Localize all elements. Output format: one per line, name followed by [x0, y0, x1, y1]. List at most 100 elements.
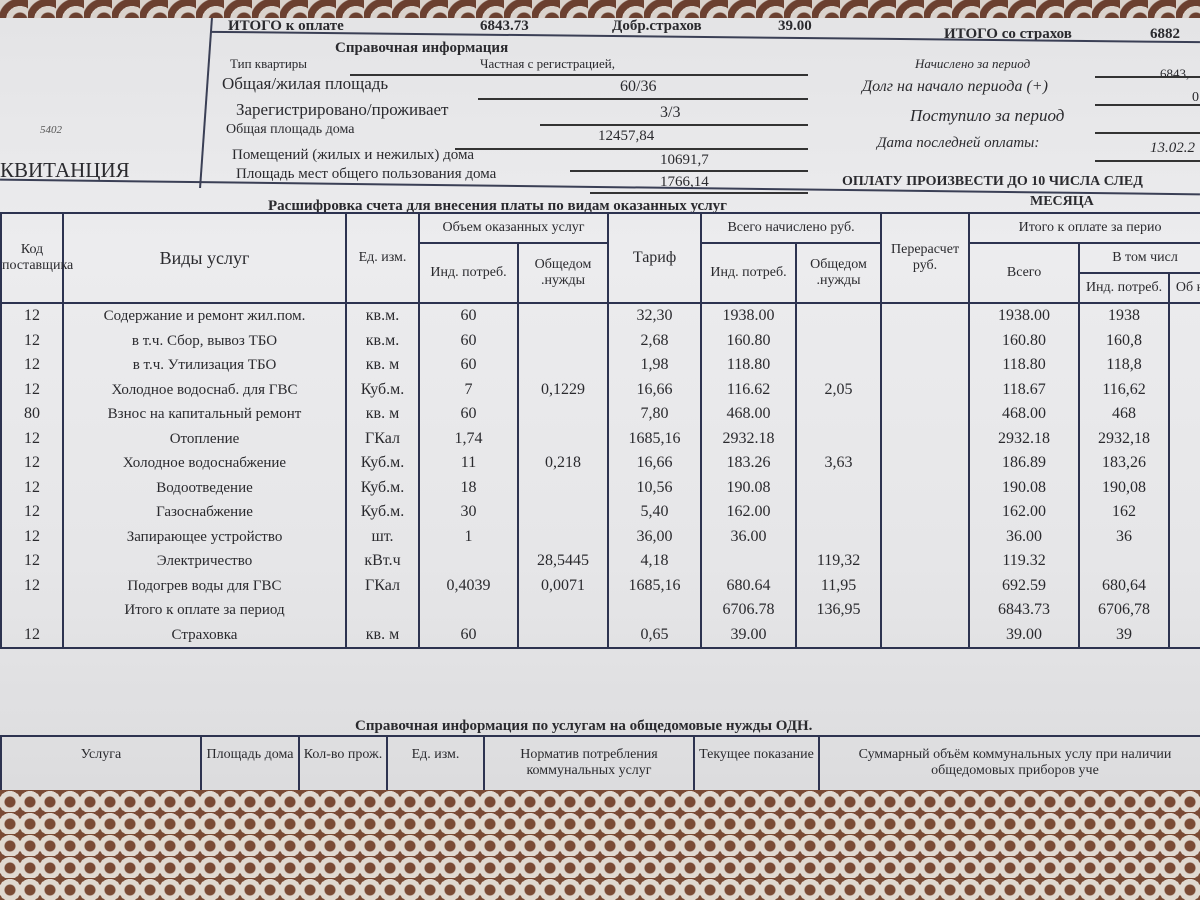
cell-service: Холодное водоснабжение — [62, 451, 347, 476]
cell-service: Взнос на капитальный ремонт — [62, 402, 347, 427]
table-row: 12 Холодное водоснаб. для ГВС Куб.м. 7 0,122… — [0, 377, 1200, 402]
header-incl: В том числ — [1078, 242, 1200, 274]
services-table: Код поставщика Виды услуг Ед. изм. Объем… — [0, 212, 1200, 649]
cell-unit — [345, 598, 420, 623]
cell-service: Водоотведение — [62, 475, 347, 500]
cell-service: Итого к оплате за период — [62, 598, 347, 623]
cell-service: Подогрев воды для ГВС — [62, 573, 347, 598]
cell-recalc — [880, 377, 971, 402]
cell-ch-ind: 160.80 — [700, 328, 798, 353]
cell-vol-common — [516, 328, 610, 353]
cell-total: 2932.18 — [968, 426, 1081, 451]
cell-code: 12 — [0, 622, 64, 649]
cell-ch-common: 11,95 — [795, 573, 883, 598]
ref-label: Площадь мест общего пользования дома — [236, 166, 497, 182]
cell-service: Электричество — [62, 549, 347, 574]
cell-recalc — [880, 598, 971, 623]
cell-pay-ind: 468 — [1078, 402, 1171, 427]
cell-ch-common — [795, 475, 883, 500]
cell-total: 118.67 — [968, 377, 1081, 402]
account-label: Начислено за период — [915, 56, 1031, 71]
cell-vol-ind: 60 — [418, 328, 519, 353]
header-pay-common: Об н — [1168, 272, 1200, 304]
account-label: Поступило за период — [910, 106, 1065, 125]
account-value: 6843, — [1160, 66, 1190, 81]
cell-vol-common — [516, 622, 610, 649]
cell-total: 186.89 — [968, 451, 1081, 476]
total-label: ИТОГО к оплате — [228, 18, 344, 34]
cell-total: 118.80 — [968, 353, 1081, 378]
table-row: 12 Электричество кВт.ч 28,5445 4,18 119,32 119… — [0, 549, 1200, 574]
cell-recalc — [880, 451, 971, 476]
cell-code: 12 — [0, 451, 64, 476]
header-volume-common: Общедом .нужды — [516, 242, 610, 304]
cell-pay-ind: 6706,78 — [1078, 598, 1171, 623]
cell-vol-common — [516, 475, 610, 500]
table-row: 12 Содержание и ремонт жил.пом. кв.м. 60 32,… — [0, 303, 1200, 329]
cell-vol-common — [516, 402, 610, 427]
cell-vol-common — [516, 500, 610, 525]
cell-tariff: 7,80 — [607, 402, 703, 427]
cell-vol-ind: 60 — [418, 402, 519, 427]
cell-unit: Куб.м. — [345, 451, 420, 476]
cell-pay-common — [1168, 598, 1200, 623]
cell-vol-ind: 18 — [418, 475, 519, 500]
ref-label: Помещений (жилых и нежилых) дома — [232, 147, 474, 163]
table-row: 12 Отопление ГКал 1,74 1685,16 2932.18 2932.18… — [0, 426, 1200, 451]
cell-ch-common — [795, 500, 883, 525]
cell-recalc — [880, 426, 971, 451]
cell-vol-ind: 60 — [418, 622, 519, 649]
ref-value: 3/3 — [660, 104, 681, 121]
cell-total: 162.00 — [968, 500, 1081, 525]
ref-label: Общая площадь дома — [226, 122, 355, 137]
cell-ch-ind: 1938.00 — [700, 303, 798, 329]
cell-code: 12 — [0, 353, 64, 378]
table-row: 12 Холодное водоснабжение Куб.м. 11 0,218 16,… — [0, 451, 1200, 476]
cell-recalc — [880, 573, 971, 598]
header-volume-ind: Инд. потреб. — [418, 242, 519, 304]
cell-vol-ind: 60 — [418, 303, 519, 329]
cell-ch-ind — [700, 549, 798, 574]
table-row: 12 в т.ч. Сбор, вывоз ТБО кв.м. 60 2,68 160.8… — [0, 328, 1200, 353]
cell-tariff: 0,65 — [607, 622, 703, 649]
cell-vol-common — [516, 303, 610, 329]
cell-vol-ind: 1 — [418, 524, 519, 549]
document-title: КВИТАНЦИЯ — [0, 158, 130, 182]
cell-unit: ГКал — [345, 426, 420, 451]
cell-tariff: 36,00 — [607, 524, 703, 549]
cell-ch-common: 119,32 — [795, 549, 883, 574]
header-charged-ind: Инд. потреб. — [700, 242, 798, 304]
ref-label: Тип квартиры — [230, 56, 308, 71]
cell-service: Содержание и ремонт жил.пом. — [62, 303, 347, 329]
cell-pay-ind: 183,26 — [1078, 451, 1171, 476]
cell-pay-common — [1168, 303, 1200, 329]
cell-total: 190.08 — [968, 475, 1081, 500]
cell-code: 12 — [0, 426, 64, 451]
cell-pay-ind: 36 — [1078, 524, 1171, 549]
cell-vol-ind — [418, 598, 519, 623]
cell-ch-ind: 468.00 — [700, 402, 798, 427]
header-tariff: Тариф — [607, 212, 703, 304]
cell-vol-common — [516, 426, 610, 451]
cell-code: 12 — [0, 303, 64, 329]
cell-code: 12 — [0, 475, 64, 500]
cell-total: 1938.00 — [968, 303, 1081, 329]
ref-label: Зарегистрировано/проживает — [236, 100, 449, 119]
cell-code: 80 — [0, 402, 64, 427]
cell-ch-ind: 162.00 — [700, 500, 798, 525]
cell-recalc — [880, 353, 971, 378]
payment-notice: ОПЛАТУ ПРОИЗВЕСТИ ДО 10 ЧИСЛА СЛЕД — [842, 174, 1143, 189]
cell-ch-ind: 39.00 — [700, 622, 798, 649]
cell-pay-common — [1168, 524, 1200, 549]
cell-vol-ind: 30 — [418, 500, 519, 525]
header-charged: Всего начислено руб. — [700, 212, 883, 244]
cell-recalc — [880, 549, 971, 574]
cell-code: 12 — [0, 377, 64, 402]
cell-recalc — [880, 328, 971, 353]
cell-pay-ind: 162 — [1078, 500, 1171, 525]
cell-recalc — [880, 303, 971, 329]
cell-service: Газоснабжение — [62, 500, 347, 525]
cell-vol-common: 0,218 — [516, 451, 610, 476]
cell-vol-ind: 11 — [418, 451, 519, 476]
cell-ch-ind: 2932.18 — [700, 426, 798, 451]
